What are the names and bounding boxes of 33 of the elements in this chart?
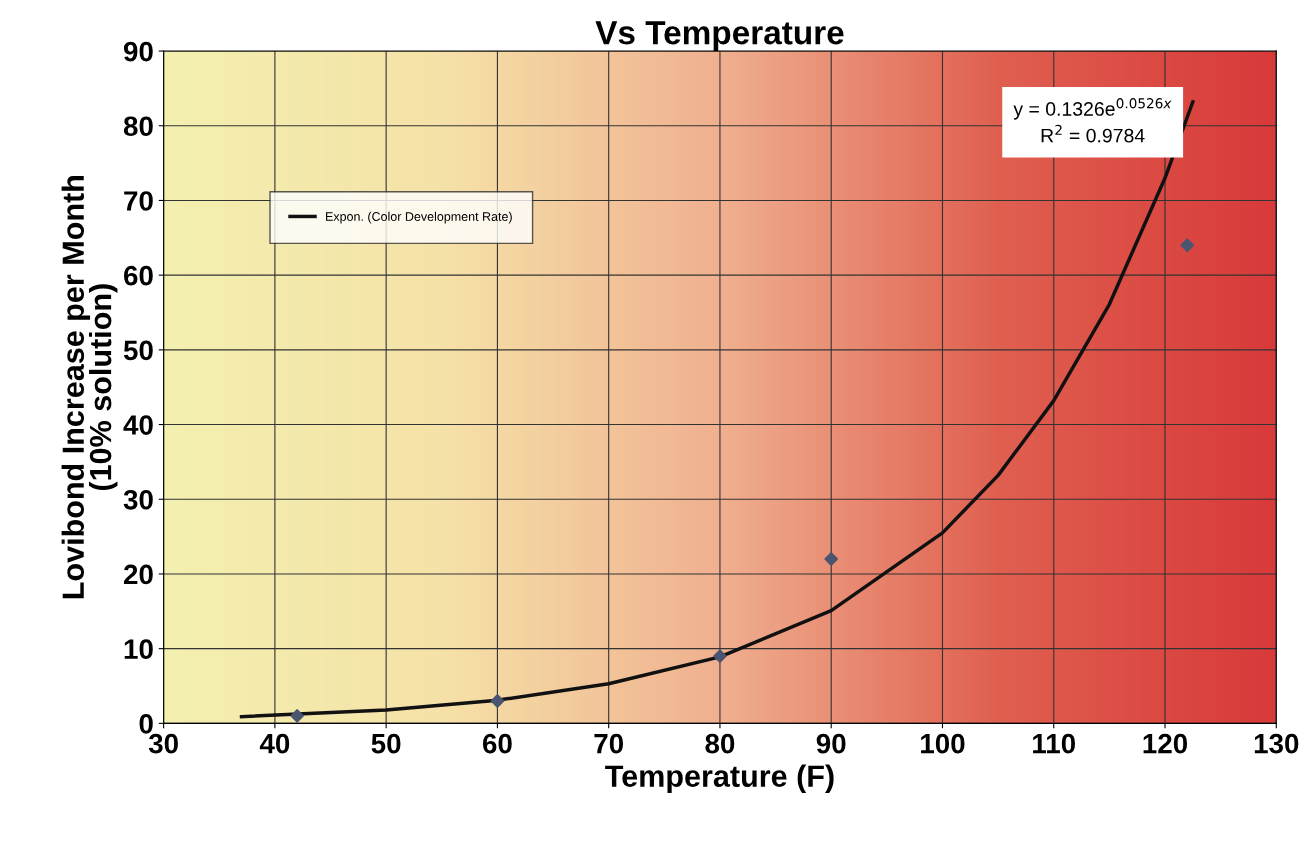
y-tick-label: 30	[123, 489, 153, 510]
y-tick-label: 60	[124, 265, 153, 286]
x-tick-label: 130	[1254, 733, 1299, 754]
x-tick-label: 90	[816, 733, 846, 754]
point	[713, 649, 727, 664]
y-tick-label: 50	[123, 340, 153, 361]
x-axis-title: Temperature (F)	[605, 764, 834, 794]
y-tick-label: 0	[139, 714, 153, 734]
x-tick-label: 70	[594, 733, 623, 754]
x-tick-label: 120	[1143, 733, 1188, 754]
y-tick-label: 40	[123, 415, 153, 435]
y-axis-title: Lovibond Increase per Month (10% solution)	[61, 176, 118, 599]
y-tick-label: 10	[124, 639, 153, 659]
y-tick-label: 90	[123, 41, 153, 62]
y-tick-label: 70	[124, 191, 153, 211]
point	[824, 552, 839, 566]
point	[490, 694, 505, 708]
x-tick-label: 40	[259, 733, 290, 754]
x-tick-label: 30	[148, 733, 178, 754]
legend-label: Expon. (Color Development Rate)	[326, 211, 512, 224]
point	[1180, 238, 1195, 253]
chart-title: Vs Temperature	[595, 21, 844, 52]
x-tick-label: 60	[482, 733, 512, 754]
annotation: R$^{2}$ = 0.9784	[1041, 124, 1145, 143]
x-tick-label: 110	[1033, 733, 1076, 754]
x-tick-label: 100	[921, 733, 965, 754]
y-tick-label: 80	[123, 116, 153, 137]
x-tick-label: 80	[705, 733, 735, 754]
x-tick-label: 50	[371, 733, 401, 754]
line-series	[239, 100, 1195, 719]
annotation: y = 0.1326e$^{0.0526x}$	[1013, 98, 1172, 120]
point	[290, 708, 305, 723]
y-tick-label: 20	[123, 564, 153, 585]
